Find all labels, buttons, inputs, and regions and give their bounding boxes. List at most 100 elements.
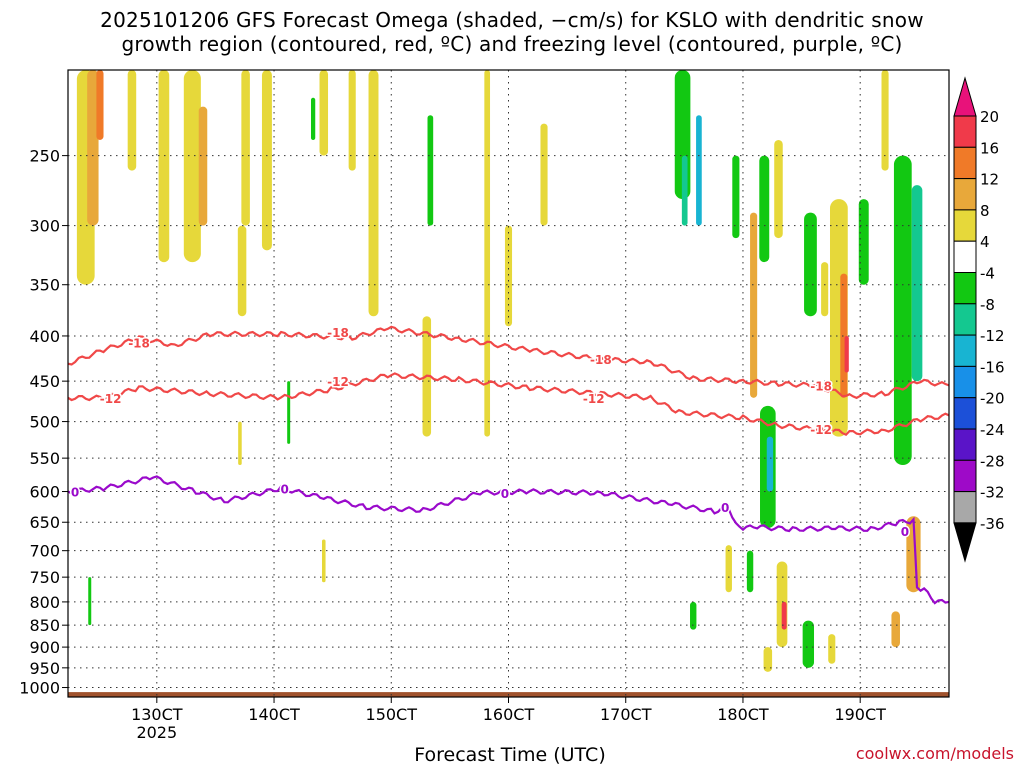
colorbar: 20 16 12 8 4 -4 -8 -12 -16 -20 -24 -28 -32 -36 <box>953 76 1005 563</box>
colorbar-label-6: -8 <box>980 296 995 314</box>
colorbar-label-11: -28 <box>980 452 1005 470</box>
omega-cell-15 <box>427 115 434 226</box>
colorbar-bin-7 <box>953 334 977 367</box>
colorbar-bin-1 <box>953 146 977 180</box>
y-tick-label-450: 450 <box>29 372 60 391</box>
colorbar-bin-2 <box>953 178 977 211</box>
colorbar-label-13: -36 <box>980 515 1005 533</box>
colorbar-bin-0 <box>953 115 977 148</box>
y-tick-label-500: 500 <box>29 413 60 432</box>
omega-cell-32 <box>844 335 849 373</box>
y-tick-label-1000: 1000 <box>19 679 60 698</box>
omega-cell-10 <box>319 70 329 156</box>
y-tick-label-900: 900 <box>29 638 60 657</box>
contours <box>68 325 949 605</box>
contour-label-1: -18 <box>327 326 349 340</box>
x-tick-sublabel-year: 2025 <box>136 723 177 742</box>
y-tick-label-300: 300 <box>29 217 60 236</box>
contour-label-3: -18 <box>810 379 832 393</box>
omega-cell-8 <box>261 70 272 251</box>
colorbar-bin-6 <box>953 303 977 336</box>
omega-cell-49 <box>287 381 291 444</box>
colorbar-label-4: 4 <box>980 233 990 251</box>
omega-cell-43 <box>891 611 900 648</box>
contour-label-4: -12 <box>100 392 122 406</box>
colorbar-bin-10 <box>953 428 977 461</box>
contour-label-5: -12 <box>327 375 349 389</box>
omega-cell-41 <box>828 634 836 664</box>
omega-cell-50 <box>88 577 92 626</box>
omega-cell-11 <box>310 97 316 140</box>
omega-cell-31 <box>840 273 848 398</box>
colorbar-bin-12 <box>953 491 977 524</box>
omega-cell-29 <box>821 262 829 317</box>
y-tick-label-550: 550 <box>29 449 60 468</box>
contour-label-8: 0 <box>71 486 79 500</box>
colorbar-bin-4 <box>953 240 977 273</box>
omega-cell-4 <box>158 70 170 263</box>
colorbar-label-12: -32 <box>980 484 1005 502</box>
y-tick-label-700: 700 <box>29 542 60 561</box>
contour-label-6: -12 <box>583 392 605 406</box>
omega-cell-34 <box>881 70 889 171</box>
omega-cell-44 <box>725 545 732 593</box>
omega-cell-12 <box>368 70 379 317</box>
omega-cell-3 <box>127 70 137 171</box>
x-tick-label-180CT: 180CT <box>717 705 769 724</box>
colorbar-bin-11 <box>953 459 977 493</box>
x-tick-label-170CT: 170CT <box>600 705 652 724</box>
omega-cell-13 <box>348 70 356 171</box>
omega-cell-23 <box>732 155 740 239</box>
omega-cell-25 <box>774 139 783 239</box>
contour-label-7: -12 <box>810 423 832 437</box>
colorbar-bin-5 <box>953 272 977 305</box>
y-axis: 250 300 350 400 450 500 550 600 650 700 750 800 850 9… <box>19 147 68 698</box>
y-tick-label-600: 600 <box>29 483 60 502</box>
contour-label-11: 0 <box>721 501 729 515</box>
omega-cell-7 <box>241 70 250 226</box>
omega-cell-18 <box>504 225 513 327</box>
contour-label-2: -18 <box>590 353 612 367</box>
x-tick-label-190CT: 190CT <box>834 705 886 724</box>
omega-cell-2 <box>96 70 104 140</box>
colorbar-label-0: 20 <box>980 108 999 126</box>
omega-cell-16 <box>484 70 491 437</box>
dgz-contour-minus18 <box>68 325 949 400</box>
freezing-level-contour <box>68 475 949 605</box>
x-tick-label-130CT: 130CT <box>131 705 183 724</box>
y-tick-label-850: 850 <box>29 616 60 635</box>
omega-cell-39 <box>763 647 773 672</box>
colorbar-bin-9 <box>953 397 977 430</box>
omega-cell-1 <box>87 70 99 226</box>
colorbar-label-5: -4 <box>980 265 995 283</box>
omega-cell-28 <box>804 212 817 317</box>
colorbar-label-1: 16 <box>980 139 999 157</box>
colorbar-top-arrow <box>953 76 977 117</box>
x-tick-label-140CT: 140CT <box>248 705 300 724</box>
x-tick-label-150CT: 150CT <box>366 705 418 724</box>
credit-link[interactable]: coolwx.com/models <box>855 744 1014 763</box>
y-tick-label-400: 400 <box>29 327 60 346</box>
colorbar-label-9: -20 <box>980 390 1005 408</box>
omega-cell-35 <box>893 155 912 466</box>
contour-label-0: -18 <box>128 337 150 351</box>
colorbar-label-7: -12 <box>980 327 1005 345</box>
omega-cell-21 <box>696 115 702 226</box>
omega-cell-40 <box>802 620 815 668</box>
contour-labels: -18 -18 -18 -18 -12 -12 -12 -12 0 0 0 0 0 <box>69 325 910 541</box>
y-tick-label-950: 950 <box>29 659 60 678</box>
colorbar-bin-8 <box>953 365 977 399</box>
y-tick-label-250: 250 <box>29 147 60 166</box>
dgz-contour-minus12 <box>68 372 949 437</box>
y-tick-label-800: 800 <box>29 593 60 612</box>
colorbar-bin-3 <box>953 209 977 242</box>
y-tick-label-750: 750 <box>29 568 60 587</box>
x-axis-label: Forecast Time (UTC) <box>414 744 606 766</box>
omega-cell-38 <box>781 601 787 630</box>
omega-cell-6 <box>198 106 208 226</box>
omega-cell-47 <box>321 539 326 583</box>
x-tick-label-160CT: 160CT <box>483 705 535 724</box>
chart-title-line-1: 2025101206 GFS Forecast Omega (shaded, −… <box>100 8 924 32</box>
